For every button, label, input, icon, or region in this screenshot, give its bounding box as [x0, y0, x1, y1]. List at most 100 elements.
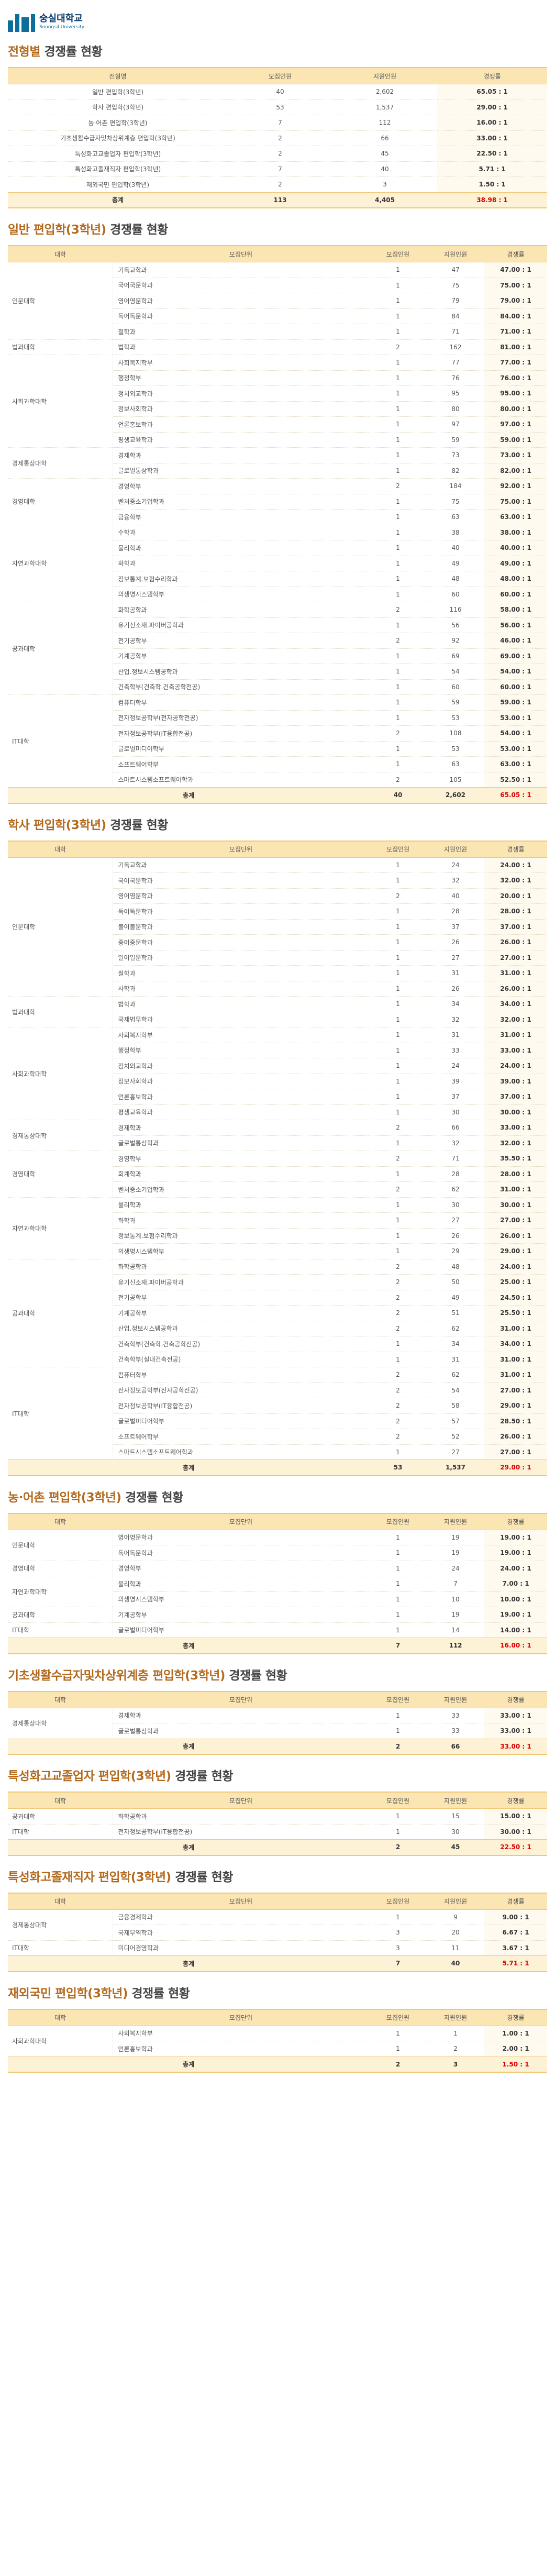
college-name: 인문대학: [8, 857, 113, 997]
quota-cell: 1: [369, 1012, 427, 1027]
column-header: 모집인원: [369, 1512, 427, 1530]
competition-rate: 54.00 : 1: [484, 725, 547, 742]
competition-rate: 33.00 : 1: [484, 1723, 547, 1739]
count-cell: 7: [228, 161, 332, 177]
column-header: 지원인원: [427, 2008, 484, 2026]
competition-rate: 26.00 : 1: [484, 1429, 547, 1445]
table-row: 글로벌통상학과 1 82 82.00 : 1: [8, 463, 547, 479]
competition-rate: 65.05 : 1: [437, 84, 547, 100]
quota-cell: 1: [369, 1166, 427, 1182]
quota-cell: 1: [369, 1104, 427, 1120]
quota-cell: 2: [369, 1290, 427, 1306]
competition-rate: 56.00 : 1: [484, 617, 547, 633]
recruitment-unit: 회계학과: [112, 1166, 369, 1182]
competition-rate: 52.50 : 1: [484, 772, 547, 788]
recruitment-unit: 철학과: [112, 324, 369, 340]
college-name: 경제통상대학: [8, 1909, 113, 1941]
competition-rate: 27.00 : 1: [484, 1444, 547, 1460]
competition-rate: 31.00 : 1: [484, 965, 547, 981]
table-row: 글로벌통상학과 1 32 32.00 : 1: [8, 1135, 547, 1151]
count-cell: 2,602: [332, 84, 437, 100]
competition-rate: 95.00 : 1: [484, 385, 547, 402]
competition-rate: 33.00 : 1: [484, 1708, 547, 1723]
college-name: 경영대학: [8, 478, 113, 525]
table-row: 경제통상대학 금융경제학과 1 9 9.00 : 1: [8, 1909, 547, 1941]
competition-rate: 34.00 : 1: [484, 996, 547, 1012]
table-row: 영어영문학과 1 79 79.00 : 1: [8, 293, 547, 309]
applicants-cell: 69: [427, 648, 484, 664]
quota-cell: 1: [369, 525, 427, 540]
column-header: 전형명: [8, 67, 228, 84]
recruitment-unit: 화학공학과: [112, 1259, 369, 1275]
table-row: 경제통상대학 경제학과 1 33 33.00 : 1: [8, 1708, 547, 1739]
quota-cell: 1: [369, 1135, 427, 1151]
total-quota: 7: [369, 1638, 427, 1654]
competition-rate: 27.00 : 1: [484, 950, 547, 966]
section-1: 일반 편입학(3학년) 경쟁률 현황 대학 모집단위 모집인원 지원인원 경쟁률 인문대학 기…: [8, 222, 547, 804]
quota-cell: 1: [369, 903, 427, 920]
quota-cell: 1: [369, 965, 427, 981]
applicants-cell: 73: [427, 447, 484, 463]
table-row: 농·어촌 편입학(3학년) 7 112 16.00 : 1: [8, 115, 547, 131]
quota-cell: 1: [369, 2026, 427, 2041]
total-applicants: 112: [427, 1638, 484, 1654]
recruitment-unit: 경제학과: [112, 1120, 369, 1136]
quota-cell: 1: [369, 1027, 427, 1043]
applicants-cell: 56: [427, 617, 484, 633]
applicants-cell: 48: [427, 1259, 484, 1275]
recruitment-unit: 일어일문학과: [112, 950, 369, 966]
admission-type: 특성화고교졸업자 편입학(3학년): [8, 146, 228, 162]
total-rate: 22.50 : 1: [484, 1839, 547, 1856]
table-row: 평생교육학과 1 30 30.00 : 1: [8, 1104, 547, 1120]
count-cell: 7: [228, 115, 332, 131]
table-row: 공과대학 기계공학부 1 19 19.00 : 1: [8, 1607, 547, 1623]
applicants-cell: 105: [427, 772, 484, 788]
college-name: 법과대학: [8, 996, 113, 1027]
applicants-cell: 62: [427, 1321, 484, 1336]
column-header: 경쟁률: [484, 840, 547, 858]
competition-rate: 73.00 : 1: [484, 447, 547, 463]
quota-cell: 2: [369, 1321, 427, 1336]
column-header: 경쟁률: [484, 245, 547, 262]
quota-cell: 1: [369, 1607, 427, 1623]
section-title-suffix: 경쟁률 현황: [106, 818, 168, 832]
applicants-cell: 37: [427, 919, 484, 935]
competition-rate: 29.00 : 1: [484, 1243, 547, 1259]
table-row: 사학과 1 26 26.00 : 1: [8, 981, 547, 997]
table-row: 스마트시스템소프트웨어학과 2 105 52.50 : 1: [8, 772, 547, 788]
competition-table: 대학 모집단위 모집인원 지원인원 경쟁률 인문대학 기독교학과 1 24 24.00 : 1 국어…: [8, 840, 547, 1476]
site-logo[interactable]: 숭실대학교 Soongsil University: [8, 7, 547, 39]
recruitment-unit: 전자정보공학부(IT융합전공): [112, 1824, 369, 1840]
column-header: 지원인원: [427, 1690, 484, 1708]
recruitment-unit: 물리학과: [112, 540, 369, 556]
competition-rate: 32.00 : 1: [484, 1135, 547, 1151]
admission-type: 농·어촌 편입학(3학년): [8, 115, 228, 131]
section-title: 특성화고졸재직자 편입학(3학년) 경쟁률 현황: [8, 1870, 547, 1885]
quota-cell: 1: [369, 1530, 427, 1545]
table-row: 정보통계.보험수리학과 1 26 26.00 : 1: [8, 1228, 547, 1244]
total-applicants: 45: [427, 1839, 484, 1856]
competition-rate: 53.00 : 1: [484, 710, 547, 726]
table-row: 정치외교학과 1 24 24.00 : 1: [8, 1058, 547, 1074]
competition-rate: 31.00 : 1: [484, 1027, 547, 1043]
applicants-cell: 71: [427, 1151, 484, 1167]
recruitment-unit: 스마트시스템소프트웨어학과: [112, 772, 369, 788]
table-header-row: 전형명 모집인원 지원인원 경쟁률: [8, 67, 547, 84]
column-header: 모집단위: [113, 245, 369, 262]
table-row: 유기신소재.파이버공학과 1 56 56.00 : 1: [8, 617, 547, 633]
quota-cell: 1: [369, 664, 427, 680]
recruitment-unit: 법학과: [112, 996, 369, 1012]
table-row: 국제법무학과 1 32 32.00 : 1: [8, 1012, 547, 1027]
quota-cell: 1: [369, 1708, 427, 1723]
table-row: 정보사회학과 1 80 80.00 : 1: [8, 401, 547, 417]
table-row: 국어국문학과 1 75 75.00 : 1: [8, 278, 547, 293]
quota-cell: 2: [369, 772, 427, 788]
applicants-cell: 27: [427, 950, 484, 966]
column-header: 모집인원: [369, 1892, 427, 1910]
recruitment-unit: 소프트웨어학부: [112, 756, 369, 772]
quota-cell: 1: [369, 1197, 427, 1213]
table-row: 경영대학 경영학부 2 71 35.50 : 1: [8, 1151, 547, 1198]
table-header-row: 대학 모집단위 모집인원 지원인원 경쟁률: [8, 1512, 547, 1530]
section-3: 농·어촌 편입학(3학년) 경쟁률 현황 대학 모집단위 모집인원 지원인원 경쟁률 인문대…: [8, 1490, 547, 1654]
recruitment-unit: 컴퓨터학부: [112, 694, 369, 711]
